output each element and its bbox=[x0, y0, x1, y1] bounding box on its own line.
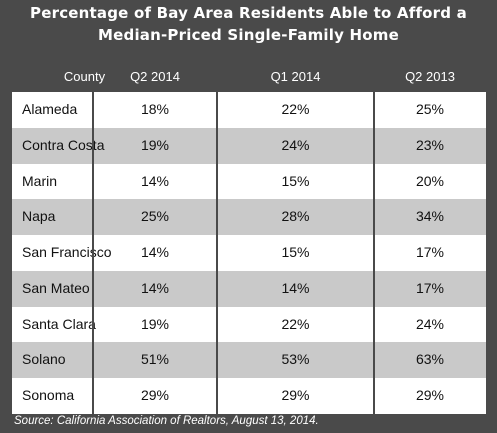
cell-q2-2014: 29% bbox=[140, 387, 170, 404]
column-header-county: County bbox=[63, 69, 106, 84]
cell-q2-2013: 17% bbox=[415, 279, 445, 296]
cell-q1-2014: 53% bbox=[281, 351, 310, 368]
column-header-q2-2014: Q2 2014 bbox=[130, 69, 180, 84]
cell-q1-2014: 22% bbox=[281, 101, 310, 117]
table-row: Sonoma 29% 29% 29% bbox=[12, 378, 486, 414]
cell-q2-2013: 63% bbox=[415, 351, 445, 368]
cell-county: Santa Clara bbox=[22, 315, 96, 332]
column-divider bbox=[92, 92, 94, 414]
cell-q1-2014: 15% bbox=[281, 244, 310, 261]
cell-q2-2013: 24% bbox=[415, 315, 445, 332]
cell-q2-2013: 23% bbox=[415, 136, 445, 153]
cell-q2-2013: 34% bbox=[415, 208, 445, 225]
chart-title-line-2: Median-Priced Single-Family Home bbox=[98, 26, 399, 44]
cell-county: Marin bbox=[22, 172, 58, 189]
cell-q1-2014: 24% bbox=[281, 136, 310, 153]
cell-q2-2014: 14% bbox=[140, 279, 170, 296]
cell-q1-2014: 22% bbox=[281, 315, 310, 332]
cell-county: Napa bbox=[22, 208, 56, 225]
cell-q2-2014: 19% bbox=[140, 315, 170, 332]
table-row: San Mateo 14% 14% 17% bbox=[12, 270, 486, 307]
source-note: Source: California Association of Realto… bbox=[14, 415, 319, 427]
cell-county: San Mateo bbox=[22, 279, 90, 296]
cell-q1-2014: 14% bbox=[281, 279, 310, 296]
table-row: Alameda 18% 22% 25% bbox=[12, 92, 486, 128]
table-row: Santa Clara 19% 22% 24% bbox=[12, 307, 486, 343]
table-row: Solano 51% 53% 63% bbox=[12, 342, 486, 379]
cell-q2-2013: 25% bbox=[415, 101, 445, 117]
table-row: Contra Costa 19% 24% 23% bbox=[12, 127, 486, 164]
cell-q2-2014: 51% bbox=[140, 351, 170, 368]
column-header-q2-2013: Q2 2013 bbox=[405, 69, 455, 84]
cell-county: Alameda bbox=[22, 101, 78, 117]
column-divider bbox=[373, 92, 375, 414]
cell-q2-2014: 14% bbox=[140, 244, 170, 261]
table-row: San Francisco 14% 15% 17% bbox=[12, 235, 486, 271]
cell-county: Contra Costa bbox=[22, 136, 105, 153]
table-header: County Q2 2014 Q1 2014 Q2 2013 bbox=[12, 62, 486, 92]
cell-q1-2014: 15% bbox=[281, 172, 310, 189]
cell-q1-2014: 28% bbox=[281, 208, 310, 225]
cell-q2-2014: 25% bbox=[140, 208, 170, 225]
cell-q2-2014: 18% bbox=[140, 101, 170, 117]
column-header-q1-2014: Q1 2014 bbox=[270, 69, 321, 84]
cell-county: San Francisco bbox=[22, 244, 112, 261]
table-row: Marin 14% 15% 20% bbox=[12, 164, 486, 200]
cell-q1-2014: 29% bbox=[281, 387, 310, 404]
cell-q2-2014: 14% bbox=[140, 172, 170, 189]
chart-title-line-1: Percentage of Bay Area Residents Able to… bbox=[30, 4, 467, 22]
cell-q2-2013: 20% bbox=[415, 172, 445, 189]
cell-county: Solano bbox=[22, 351, 66, 368]
cell-q2-2013: 29% bbox=[415, 387, 445, 404]
cell-q2-2014: 19% bbox=[140, 136, 170, 153]
table-body: Alameda 18% 22% 25% Contra Costa 19% 24% 23% Mar… bbox=[12, 92, 486, 414]
chart-title: Percentage of Bay Area Residents Able to… bbox=[0, 2, 497, 46]
cell-county: Sonoma bbox=[22, 387, 75, 404]
table-row: Napa 25% 28% 34% bbox=[12, 199, 486, 236]
cell-q2-2013: 17% bbox=[415, 244, 445, 261]
column-divider bbox=[216, 92, 218, 414]
